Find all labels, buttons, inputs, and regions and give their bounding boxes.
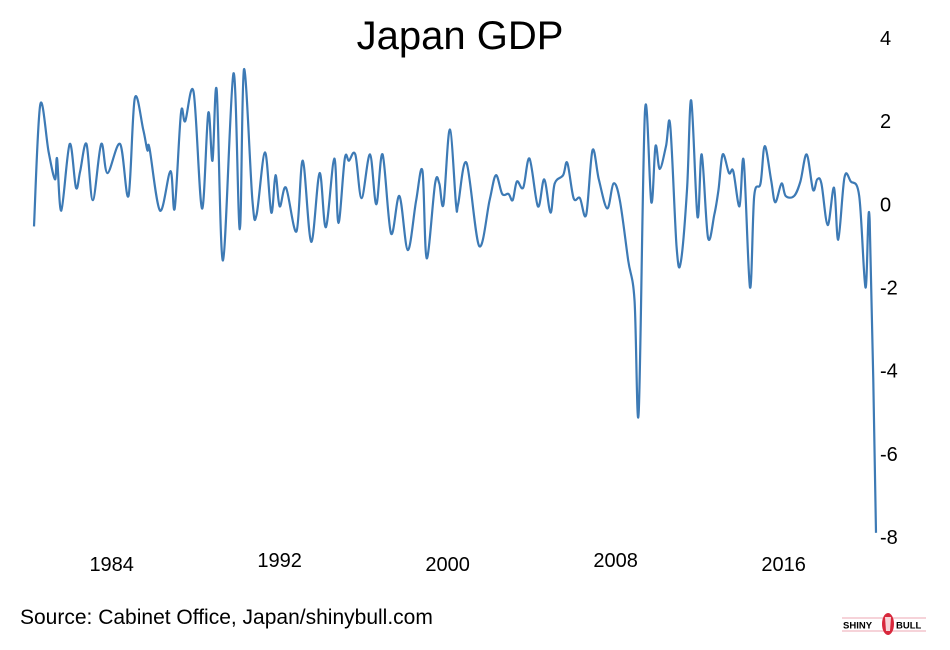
x-tick-label: 2000 bbox=[425, 554, 470, 576]
shinybull-logo: SHINY BULL bbox=[842, 613, 926, 635]
chart-title: Japan GDP bbox=[356, 14, 564, 58]
y-tick-label: -6 bbox=[880, 444, 898, 466]
svg-text:SHINY: SHINY bbox=[843, 621, 873, 632]
y-tick-label: -8 bbox=[880, 527, 898, 549]
y-tick-label: 2 bbox=[880, 111, 891, 133]
y-tick-label: 4 bbox=[880, 28, 891, 50]
gdp-series-line bbox=[32, 68, 878, 533]
y-axis-ticks: 4 2 0 -2 -4 -6 -8 bbox=[880, 28, 898, 549]
x-axis-ticks: 1984 1992 2000 2008 2016 bbox=[89, 550, 805, 576]
y-tick-label: -4 bbox=[880, 361, 898, 383]
x-tick-label: 1992 bbox=[257, 550, 302, 572]
x-tick-label: 2016 bbox=[761, 554, 806, 576]
svg-text:BULL: BULL bbox=[896, 621, 922, 632]
x-tick-label: 2008 bbox=[593, 550, 638, 572]
source-note: Source: Cabinet Office, Japan/shinybull.… bbox=[20, 606, 433, 629]
y-tick-label: 0 bbox=[880, 194, 891, 216]
y-tick-label: -2 bbox=[880, 278, 898, 300]
x-tick-label: 1984 bbox=[89, 554, 134, 576]
